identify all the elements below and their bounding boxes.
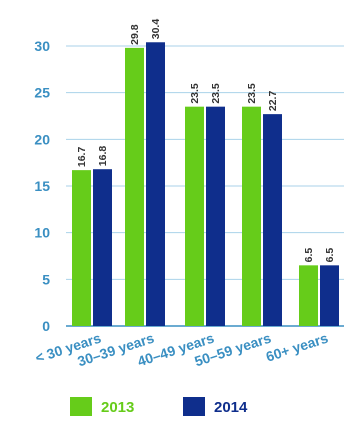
data-label-2013-1: 29.8: [129, 24, 141, 45]
bars: [72, 42, 339, 327]
data-label-2014-4: 6.5: [324, 248, 336, 263]
category-label-4: 60+ years: [264, 330, 330, 365]
data-labels: 16.7 16.8 29.8 30.4 23.5 23.5 23.5 22.7 6.5 6.5: [76, 19, 336, 263]
legend-swatch-2014: [183, 397, 205, 416]
bar-2014-3: [263, 114, 282, 326]
legend-label-2013: 2013: [101, 399, 134, 416]
bar-2013-2: [185, 106, 204, 327]
legend-swatch-2013: [70, 397, 92, 416]
axes: 0 5 10 15 20 25 30: [34, 38, 344, 334]
y-tick-label-5: 5: [42, 271, 50, 287]
data-label-2013-0: 16.7: [76, 147, 88, 168]
bar-2013-4: [299, 265, 318, 326]
data-label-2014-1: 30.4: [150, 19, 162, 40]
legend: 2013 2014: [70, 397, 248, 416]
bar-2013-0: [72, 170, 91, 326]
data-label-2014-3: 22.7: [267, 91, 279, 112]
data-label-2013-3: 23.5: [246, 83, 258, 104]
bar-2014-2: [206, 106, 225, 327]
bar-2014-0: [93, 169, 112, 326]
bar-2013-1: [125, 47, 144, 326]
y-tick-label-25: 25: [34, 85, 50, 101]
data-label-2014-2: 23.5: [210, 83, 222, 104]
data-label-2014-0: 16.8: [97, 146, 109, 167]
bar-2014-4: [320, 265, 339, 326]
bar-2014-1: [146, 42, 165, 327]
y-tick-label-20: 20: [34, 131, 50, 147]
bar-2013-3: [242, 106, 261, 327]
data-label-2013-4: 6.5: [303, 248, 315, 263]
y-tick-label-0: 0: [42, 318, 50, 334]
y-tick-label-15: 15: [34, 178, 50, 194]
y-tick-label-30: 30: [34, 38, 50, 54]
data-label-2013-2: 23.5: [189, 83, 201, 104]
y-tick-label-10: 10: [34, 225, 50, 241]
legend-label-2014: 2014: [214, 399, 248, 416]
gridlines: [66, 45, 344, 280]
